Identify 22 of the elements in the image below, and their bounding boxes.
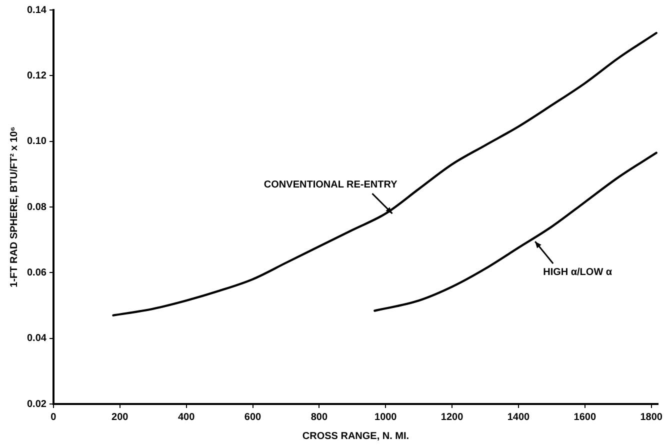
x-tick-label: 1600 [574,412,596,423]
annotation: CONVENTIONAL RE-ENTRY [264,179,398,190]
y-tick-label: 0.14 [26,4,47,16]
x-tick-label: 1400 [507,412,530,423]
x-tick-label: 1800 [640,412,663,423]
y-tick-label: 0.02 [26,398,47,410]
x-tick-label: 400 [178,412,196,423]
y-tick-label: 0.04 [26,333,47,344]
y-tick-label: 0.12 [26,70,47,82]
annotation: HIGH α/LOW α [543,267,613,278]
x-tick-label: 600 [244,412,262,423]
x-tick-label: 1200 [440,412,464,423]
y-tick-label: 0.06 [26,267,47,278]
x-tick-label: 1000 [374,412,398,423]
x-tick-label: 0 [50,412,57,423]
y-tick-label: 0.08 [26,202,47,213]
x-axis-title: CROSS RANGE, N. MI. [302,430,410,442]
y-tick-label: 0.10 [26,136,47,148]
x-tick-label: 200 [112,412,129,423]
x-tick-label: 800 [310,412,328,423]
line-series [112,32,658,316]
y-axis-title: 1-FT RAD SPHERE, BTU/FT² x 10⁶ [8,126,20,288]
